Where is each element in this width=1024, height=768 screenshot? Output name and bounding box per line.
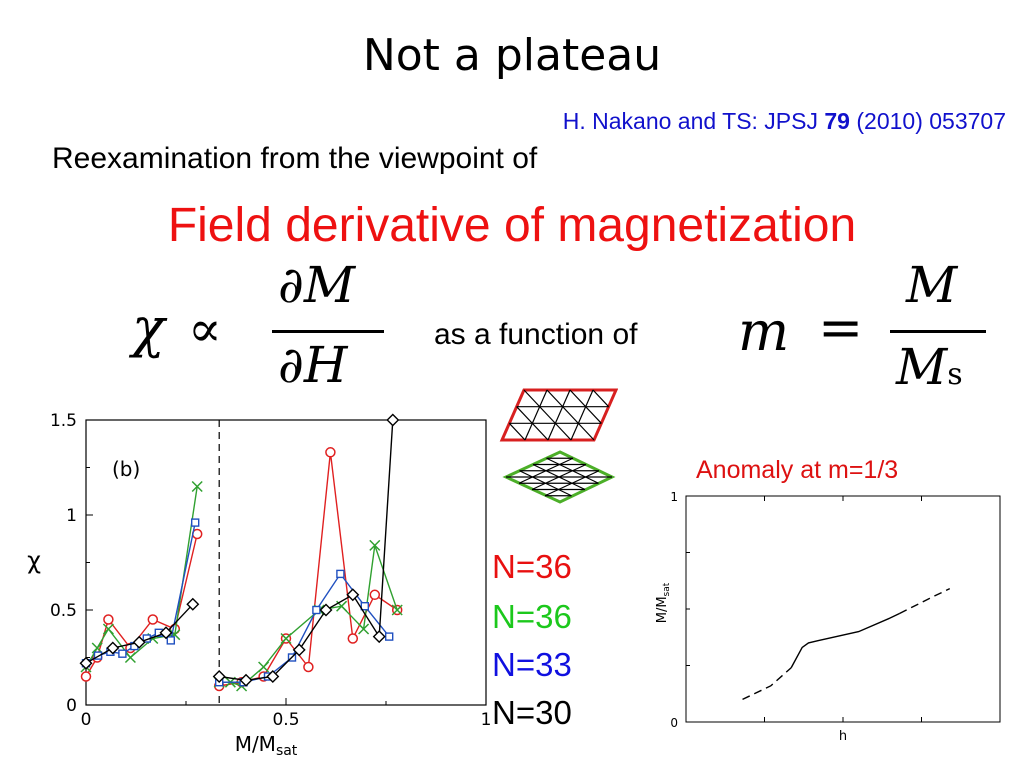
data-point-series-4 [239, 673, 253, 687]
y-tick-label: 1 [66, 506, 77, 526]
citation-rest: (2010) 053707 [849, 108, 1006, 134]
data-point-series-3 [360, 601, 369, 611]
y-tick-label: 0.5 [50, 601, 77, 621]
y-tick-label-2: 0 [670, 716, 678, 730]
x-tick-label: 0 [81, 710, 92, 730]
citation-volume: 79 [824, 108, 850, 134]
legend-label-3: N=33 [492, 646, 572, 683]
data-point-series-2 [124, 651, 136, 664]
anomaly-text: Anomaly at m=1/3 [696, 456, 899, 484]
series-1 [80, 447, 403, 692]
formula-denominator: Ms [896, 338, 963, 396]
y-axis-label-sub-2: sat [662, 582, 672, 596]
data-point-series-1 [303, 661, 314, 673]
x-axis-label: M/Msat [235, 732, 298, 759]
formula-numerator-M: M [906, 256, 958, 314]
data-point-series-4 [266, 670, 280, 683]
data-point-series-4 [106, 641, 120, 655]
data-point-series-3 [166, 636, 176, 645]
formula-fraction-bar-right [890, 330, 986, 333]
data-point-series-4 [159, 626, 173, 640]
legend-label-1: N=36 [492, 548, 572, 585]
magnetization-curve-chart: 0 1 h M/Msat [655, 490, 1001, 744]
data-point-series-3 [190, 518, 200, 527]
data-point-series-2 [358, 623, 370, 635]
formula-m: m [738, 300, 790, 363]
data-point-series-1 [325, 447, 336, 458]
data-point-series-1 [80, 671, 92, 682]
x-axis-label-sub: sat [276, 743, 298, 759]
data-point-series-1 [147, 614, 159, 625]
data-point-series-3 [118, 649, 127, 658]
data-point-series-3 [312, 605, 321, 615]
series-line-1-left [85, 533, 198, 677]
panel-label: (b) [112, 457, 140, 481]
data-point-series-4 [372, 630, 386, 644]
y-tick-label: 0 [66, 696, 77, 716]
series-line-2-right [219, 545, 398, 687]
lattice-icons [499, 388, 618, 504]
y-tick-label-2: 1 [670, 490, 678, 504]
formula-equals: = [818, 296, 864, 359]
data-point-series-2 [91, 642, 103, 654]
slide-title: Not a plateau [362, 30, 662, 81]
legend-label-2: N=36 [492, 598, 572, 635]
data-point-series-4 [212, 670, 226, 683]
data-point-series-4 [132, 635, 146, 649]
series-line-1-right [219, 452, 398, 687]
x-tick-label: 0.5 [272, 710, 299, 730]
data-point-series-2 [280, 632, 292, 645]
data-point-series-4 [319, 603, 333, 617]
x-tick-label: 1 [481, 710, 492, 730]
formula-numerator-dM: ∂M [278, 256, 356, 314]
data-point-series-3 [385, 632, 394, 641]
data-point-series-1 [103, 614, 114, 625]
formula-propto: ∝ [188, 300, 222, 358]
series-line-4-right [219, 419, 394, 682]
data-point-series-1 [347, 633, 359, 644]
data-point-series-1 [369, 589, 381, 601]
y-axis-label: χ [27, 547, 41, 575]
data-point-series-4 [292, 643, 306, 657]
formula-chi: χ [132, 296, 165, 359]
citation-authors: H. Nakano and TS: JPSJ [562, 108, 825, 134]
data-point-series-4 [186, 597, 200, 611]
formula-denominator-M: M [896, 338, 948, 396]
data-point-series-2 [258, 661, 270, 673]
reexamination-text: Reexamination from the viewpoint of [52, 142, 538, 175]
magnetization-curve-segment-2 [790, 612, 900, 669]
citation: H. Nakano and TS: JPSJ 79 (2010) 053707 [563, 108, 1006, 135]
formula-denominator-sub: s [947, 357, 963, 392]
as-a-function-of: as a function of [434, 318, 638, 351]
formula-fraction-bar-left [272, 330, 384, 333]
data-point-series-4 [79, 656, 93, 670]
data-point-series-2 [102, 623, 114, 635]
data-point-series-4 [386, 413, 400, 427]
data-point-series-2 [391, 604, 403, 616]
y-tick-label: 1.5 [50, 411, 77, 431]
formula-denominator-dH: ∂H [278, 336, 348, 394]
data-point-series-3 [336, 569, 345, 579]
triangular-lattice-red-parallelogram-icon [499, 388, 618, 442]
series-4 [79, 413, 400, 687]
y-axis-label-2: M/Msat [655, 582, 672, 623]
series-2 [80, 480, 403, 692]
magnetization-curve-segment-1 [742, 667, 792, 701]
data-point-series-2 [369, 539, 381, 551]
triangular-lattice-green-rhombus-icon [502, 450, 616, 504]
chi-chart: 0 0.5 1 0 0.5 1 1.5 M/Msat χ (b) [27, 411, 492, 759]
data-point-series-2 [191, 480, 203, 493]
magnetization-curve-segment-3 [899, 588, 951, 615]
x-axis-label-2: h [839, 729, 847, 744]
plot-frame-2 [685, 495, 1001, 723]
legend-label-4: N=30 [492, 694, 572, 731]
data-point-series-4 [346, 588, 360, 602]
headline: Field derivative of magnetization [167, 199, 857, 252]
